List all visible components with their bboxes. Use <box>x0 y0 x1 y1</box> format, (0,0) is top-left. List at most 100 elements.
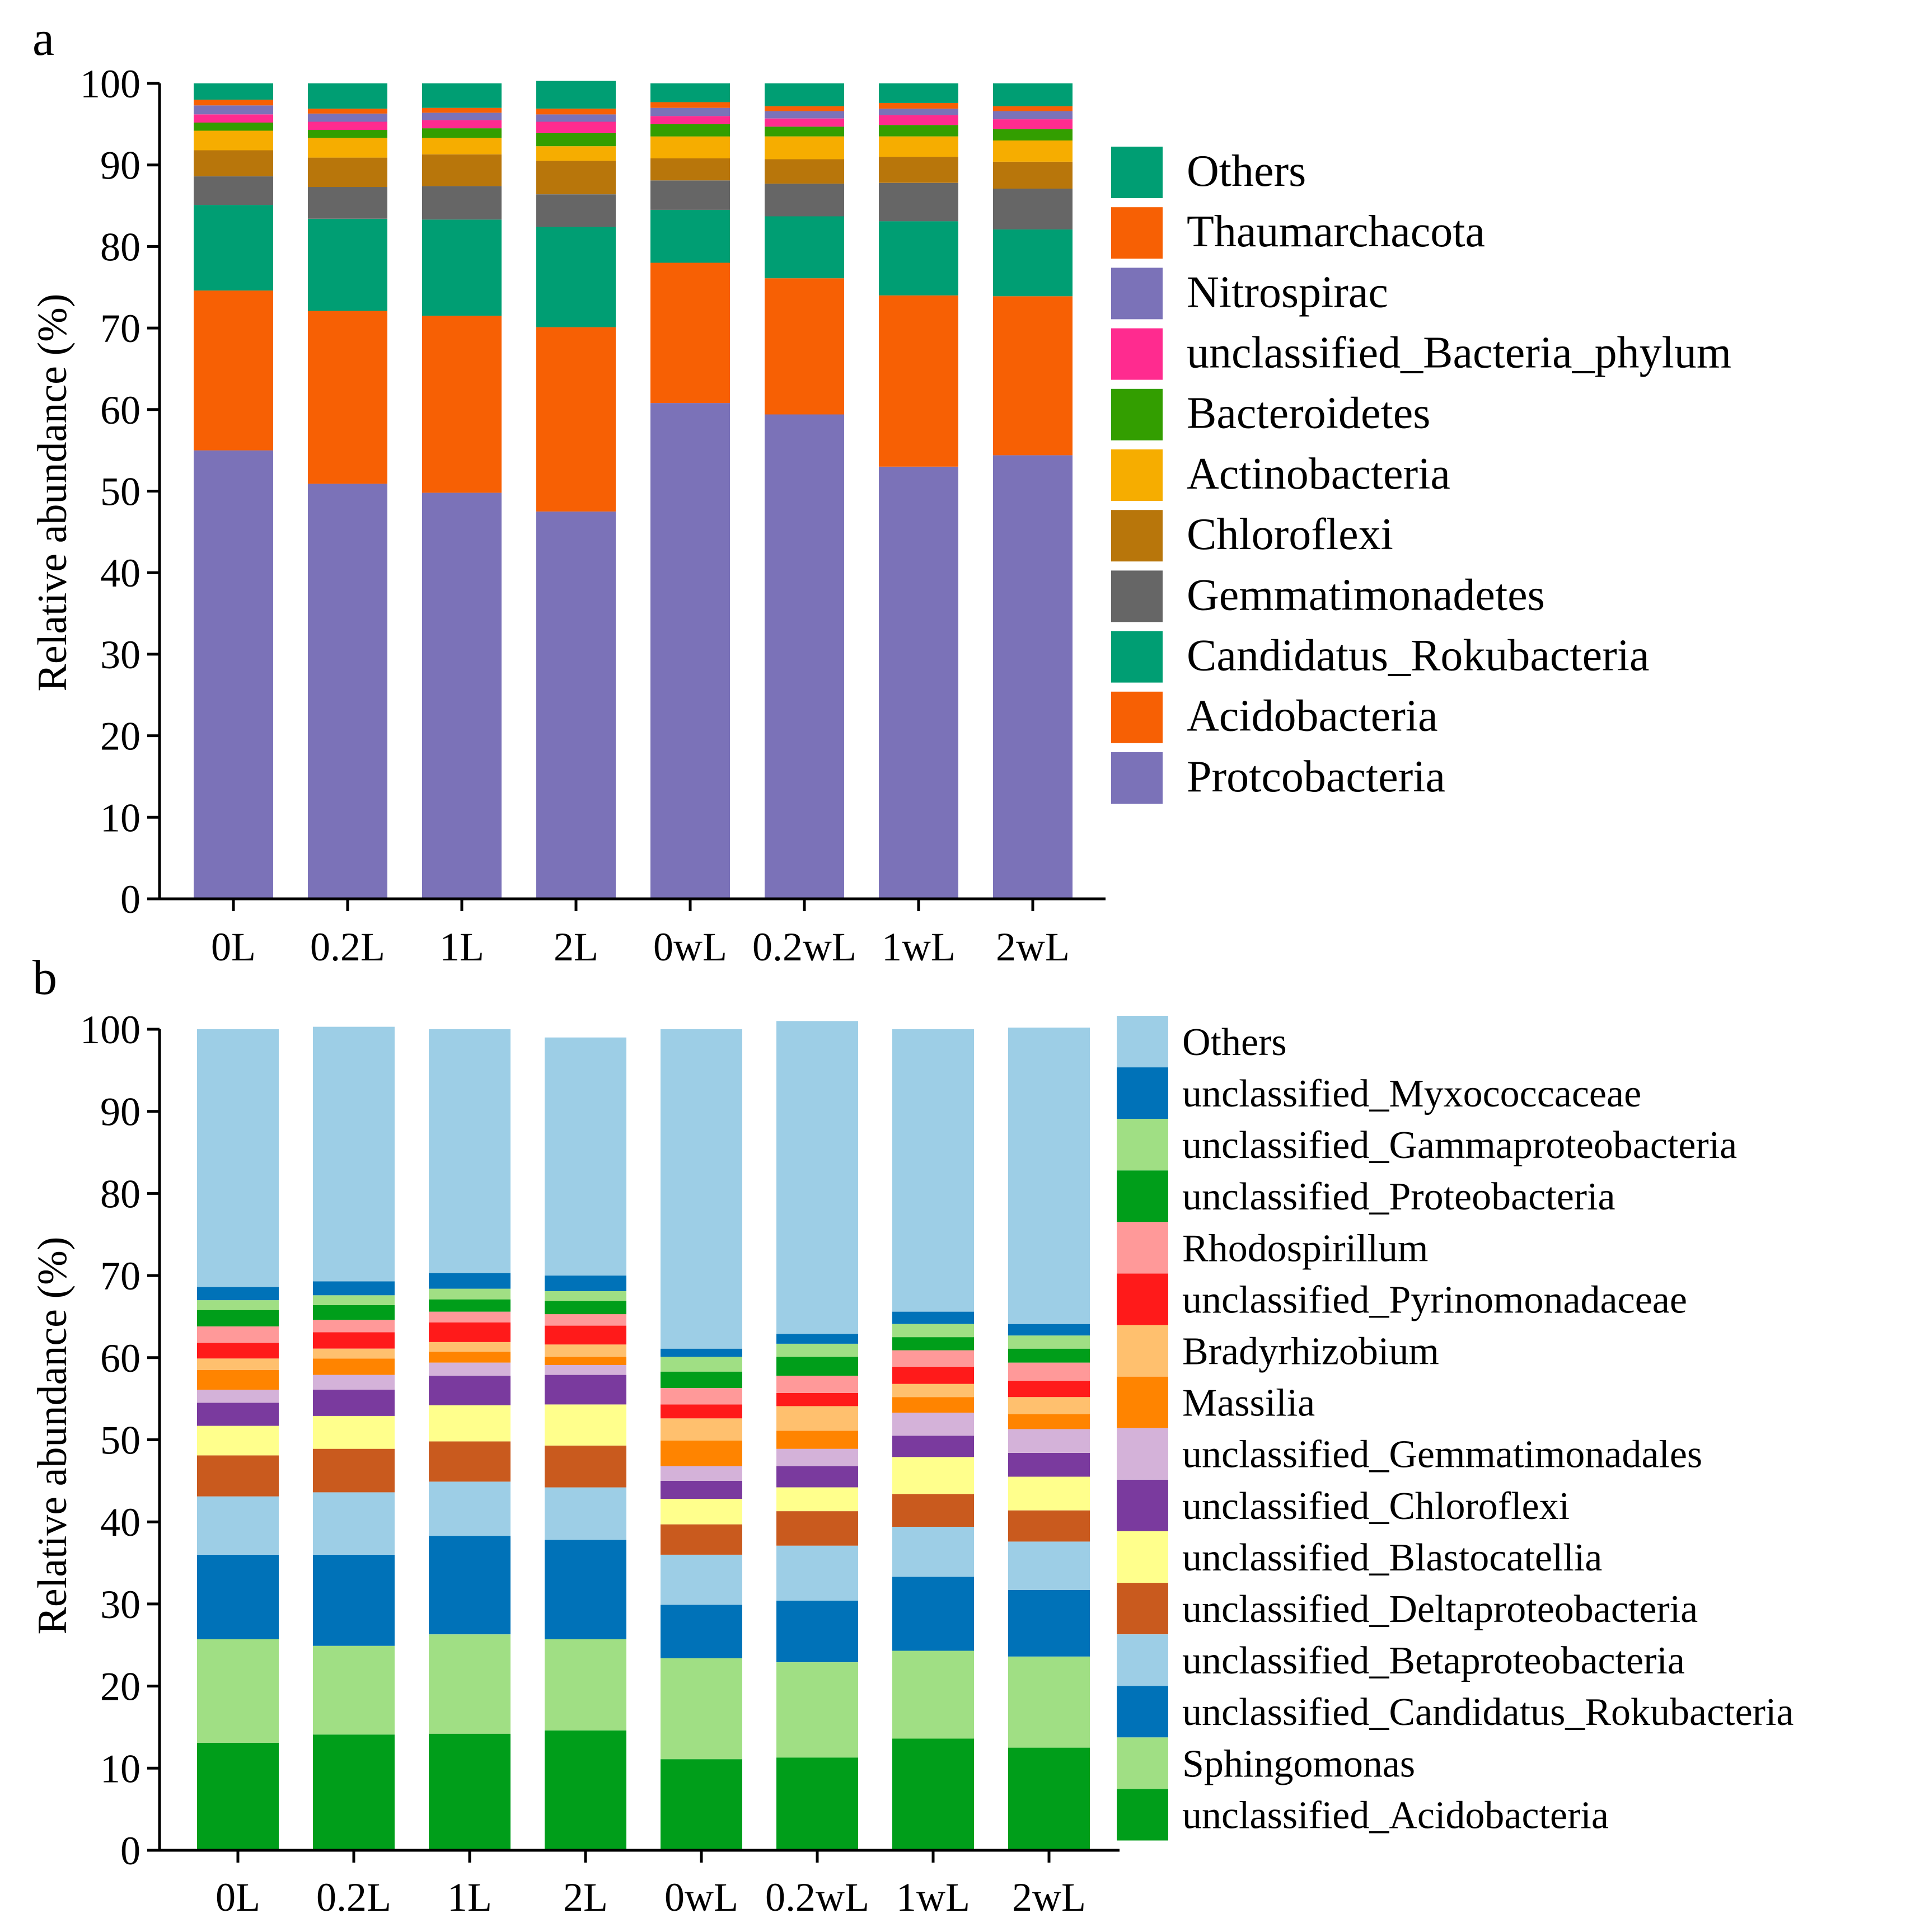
bar-segment-0.2wL-unclassified_Gammaproteobacteria <box>776 1343 858 1357</box>
bar-segment-2L-unclassified_Myxococcaceae <box>545 1276 626 1291</box>
bar-segment-0L-unclassified_Myxococcaceae <box>197 1287 279 1301</box>
bar-segment-0wL-Rhodospirillum <box>661 1388 742 1405</box>
bar-segment-2L-Acidobacteria <box>536 327 616 512</box>
bar-segment-2wL-Rhodospirillum <box>1008 1362 1090 1381</box>
y-tick-label: 70 <box>100 306 141 351</box>
bar-segment-0L-Protcobacteria <box>194 450 273 899</box>
bar-segment-1L-unclassified_Gemmatimonadales <box>429 1362 511 1376</box>
legend-swatch <box>1111 388 1163 440</box>
bar-segment-0.2L-unclassified_Deltaproteobacteria <box>313 1448 395 1493</box>
legend-label: Chloroflexi <box>1187 510 1393 559</box>
bar-segment-0.2L-unclassified_Gemmatimonadales <box>313 1375 395 1390</box>
bar-segment-0wL-unclassified_Chloroflexi <box>661 1480 742 1499</box>
legend-label: Others <box>1182 1021 1287 1064</box>
bar-segment-0.2wL-Gemmatimonadetes <box>765 184 844 217</box>
bar-segment-1L-Gemmatimonadetes <box>422 186 502 220</box>
legend-label: Acidobacteria <box>1187 692 1438 741</box>
x-tick-label: 0.2wL <box>752 925 856 969</box>
bar-segment-2L-Sphingomonas <box>545 1639 626 1731</box>
y-tick-label: 40 <box>100 551 141 595</box>
bar-segment-1L-unclassified_Chloroflexi <box>429 1376 511 1405</box>
legend-label: unclassified_Proteobacteria <box>1182 1175 1615 1218</box>
bar-segment-0L-Candidatus_Rokubacteria <box>194 205 273 291</box>
panel-b-label: b <box>32 951 57 1005</box>
bar-segment-0.2L-unclassified_Acidobacteria <box>313 1734 395 1850</box>
bar-segment-1wL-Massilia <box>892 1397 974 1413</box>
bar-segment-0.2L-Candidatus_Rokubacteria <box>308 218 387 311</box>
y-tick-label: 70 <box>100 1254 141 1298</box>
bar-segment-1L-Bacteroidetes <box>422 128 502 138</box>
bar-segment-1wL-unclassified_Blastocatellia <box>892 1457 974 1494</box>
legend-swatch <box>1117 1583 1168 1635</box>
bar-segment-0L-Massilia <box>197 1370 279 1390</box>
bar-segment-2L-Chloroflexi <box>536 161 616 195</box>
x-tick-label: 0wL <box>653 925 727 969</box>
legend-swatch <box>1111 631 1163 683</box>
bar-segment-0L-Bradyrhizobium <box>197 1358 279 1370</box>
bar-segment-2L-Others <box>545 1037 626 1276</box>
bar-segment-0wL-Actinobacteria <box>650 136 730 158</box>
x-tick-label: 1wL <box>882 925 956 969</box>
bar-segment-0wL-unclassified_Pyrinomonadaceae <box>661 1404 742 1419</box>
bar-segment-2L-unclassified_Blastocatellia <box>545 1404 626 1446</box>
bar-segment-0.2L-Others <box>313 1026 395 1282</box>
bar-segment-0.2L-Bradyrhizobium <box>313 1348 395 1359</box>
bar-segment-0.2wL-Nitrospirac <box>765 111 844 119</box>
bar-segment-1L-unclassified_Betaproteobacteria <box>429 1481 511 1536</box>
bar-segment-1wL-Others <box>892 1029 974 1312</box>
bar-segment-0.2wL-Acidobacteria <box>765 278 844 415</box>
legend-swatch <box>1117 1222 1168 1274</box>
bar-segment-1wL-unclassified_Pyrinomonadaceae <box>892 1366 974 1384</box>
bar-segment-0L-unclassified_Proteobacteria <box>197 1310 279 1326</box>
bar-segment-1L-Others <box>422 83 502 108</box>
bar-segment-0.2wL-Others <box>776 1021 858 1334</box>
x-tick-label: 0.2L <box>316 1875 391 1920</box>
bar-segment-1wL-unclassified_Candidatus_Rokubacteria <box>892 1577 974 1651</box>
legend-swatch <box>1117 1016 1168 1067</box>
bar-segment-1wL-unclassified_Gammaproteobacteria <box>892 1324 974 1338</box>
bar-segment-2wL-Gemmatimonadetes <box>993 189 1073 229</box>
bar-segment-0.2wL-unclassified_Deltaproteobacteria <box>776 1511 858 1546</box>
legend-label: Nitrospirac <box>1187 268 1388 317</box>
bar-segment-0.2wL-Protcobacteria <box>765 414 844 899</box>
bar-segment-0.2wL-unclassified_Chloroflexi <box>776 1466 858 1488</box>
bar-segment-0.2L-unclassified_Myxococcaceae <box>313 1281 395 1296</box>
legend-swatch <box>1117 1170 1168 1222</box>
bar-segment-1wL-unclassified_Bacteria_phylum <box>879 115 958 125</box>
bar-segment-0.2wL-unclassified_Bacteria_phylum <box>765 118 844 127</box>
bar-segment-0L-unclassified_Candidatus_Rokubacteria <box>197 1554 279 1639</box>
bar-segment-0.2L-Protcobacteria <box>308 484 387 899</box>
y-tick-label: 50 <box>100 1418 141 1463</box>
bar-segment-0L-unclassified_Deltaproteobacteria <box>197 1455 279 1497</box>
y-tick-label: 100 <box>80 62 141 106</box>
bar-segment-0.2wL-unclassified_Acidobacteria <box>776 1757 858 1850</box>
bar-segment-2wL-unclassified_Candidatus_Rokubacteria <box>1008 1590 1090 1657</box>
bar-segment-0L-Actinobacteria <box>194 130 273 151</box>
y-tick-label: 80 <box>100 1171 141 1216</box>
legend-label: unclassified_Myxococcaceae <box>1182 1072 1641 1115</box>
bar-segment-2wL-Actinobacteria <box>993 140 1073 162</box>
bar-segment-2wL-Protcobacteria <box>993 455 1073 899</box>
bar-segment-0wL-Protcobacteria <box>650 403 730 899</box>
bar-segment-0.2wL-unclassified_Betaproteobacteria <box>776 1545 858 1601</box>
bar-segment-0.2wL-Chloroflexi <box>765 159 844 184</box>
bar-segment-0.2L-unclassified_Proteobacteria <box>313 1305 395 1320</box>
legend-label: Others <box>1187 147 1306 196</box>
bar-segment-1wL-Candidatus_Rokubacteria <box>879 221 958 296</box>
y-tick-label: 100 <box>80 1007 141 1052</box>
bar-segment-0.2wL-Massilia <box>776 1431 858 1449</box>
legend-swatch <box>1117 1531 1168 1583</box>
bar-segment-0wL-unclassified_Blastocatellia <box>661 1499 742 1525</box>
bar-segment-1L-Acidobacteria <box>422 316 502 493</box>
bar-segment-0.2L-Sphingomonas <box>313 1645 395 1735</box>
bar-segment-1wL-Actinobacteria <box>879 136 958 157</box>
y-tick-label: 90 <box>100 1090 141 1134</box>
legend-swatch <box>1117 1067 1168 1119</box>
bar-segment-2L-Massilia <box>545 1357 626 1365</box>
panel-a-chart: a Relative abundance (%) 0L 0.2L 1L 2L 0wL 0.… <box>30 12 1731 969</box>
bar-segment-0.2wL-Sphingomonas <box>776 1662 858 1758</box>
bar-segment-1wL-Bacteroidetes <box>879 125 958 137</box>
y-tick-label: 30 <box>100 632 141 677</box>
y-tick-label: 90 <box>100 143 141 188</box>
panel-a-label: a <box>32 12 54 66</box>
